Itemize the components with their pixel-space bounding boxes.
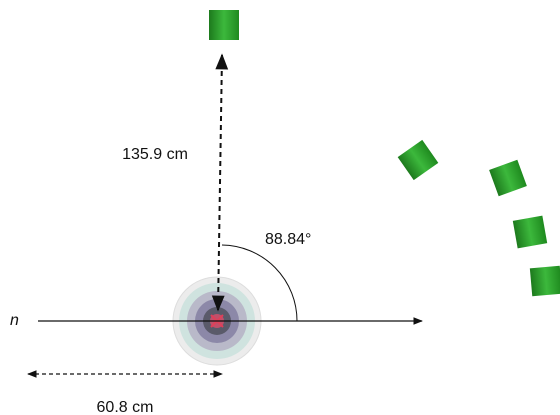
distance-label: 135.9 cm [122,146,188,163]
distance-arrow [211,53,229,312]
objects [209,10,560,297]
axis-label: n [10,312,19,329]
angle-arc [221,244,298,322]
angle-label: 88.84° [265,231,311,248]
offset-label: 60.8 cm [97,399,154,415]
